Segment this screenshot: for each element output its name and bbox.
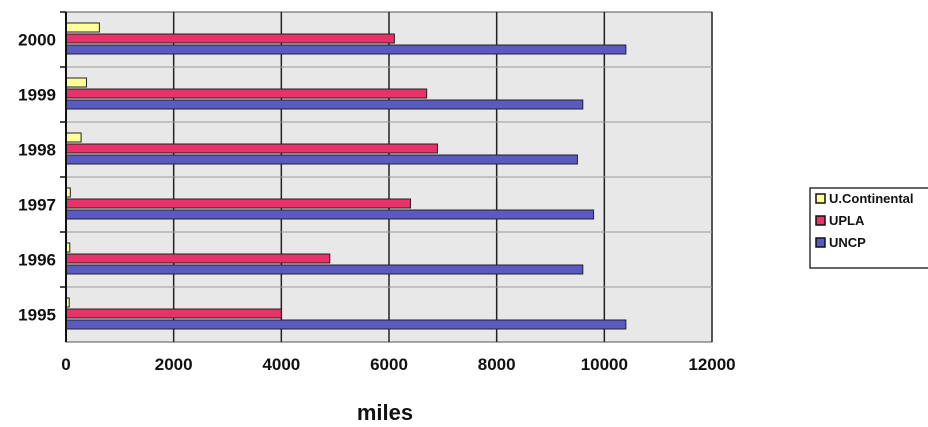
x-tick-label-12000: 12000 (688, 355, 735, 374)
y-tick-label-1997: 1997 (18, 196, 56, 215)
x-tick-label-10000: 10000 (581, 355, 628, 374)
bar-upla-1996 (65, 253, 331, 264)
bar-u-continental-2000 (65, 22, 100, 33)
bar-uncp-1995 (65, 319, 627, 330)
bar-uncp-2000 (65, 44, 627, 55)
bar-upla-1999 (65, 88, 428, 99)
legend-swatch-uncp (815, 237, 826, 248)
x-tick-labels: 0 2000 4000 6000 8000 10000 12000 (61, 355, 735, 374)
x-axis-label: miles (357, 400, 413, 425)
bar-uncp-1999 (65, 99, 584, 110)
x-tick-label-4000: 4000 (262, 355, 300, 374)
bar-u-continental-1998 (65, 132, 82, 143)
x-tick-label-0: 0 (61, 355, 70, 374)
bar-u-continental-1999 (65, 77, 87, 88)
y-tick-label-1999: 1999 (18, 86, 56, 105)
y-tick-label-1995: 1995 (18, 306, 56, 325)
x-tick-label-2000: 2000 (155, 355, 193, 374)
bar-uncp-1997 (65, 209, 595, 220)
y-tick-label-1998: 1998 (18, 141, 56, 160)
bar-upla-1997 (65, 198, 412, 209)
x-tick-label-8000: 8000 (478, 355, 516, 374)
y-tick-label-1996: 1996 (18, 251, 56, 270)
y-tick-labels: 1995 1996 1997 1998 1999 2000 (18, 11, 66, 325)
legend-label-uncp: UNCP (829, 235, 866, 250)
legend-label-u-continental: U.Continental (829, 191, 914, 206)
gridlines (66, 12, 713, 342)
y-tick-label-2000: 2000 (18, 31, 56, 50)
legend-swatch-upla (815, 215, 826, 226)
bar-uncp-1998 (65, 154, 578, 165)
x-tick-label-6000: 6000 (370, 355, 408, 374)
legend-label-upla: UPLA (829, 213, 865, 228)
bars (65, 22, 627, 330)
bar-upla-2000 (65, 33, 395, 44)
legend: U.Continental UPLA UNCP (809, 187, 928, 269)
legend-swatch-u-continental (815, 193, 826, 204)
bar-upla-1995 (65, 308, 282, 319)
bar-upla-1998 (65, 143, 438, 154)
bar-uncp-1996 (65, 264, 584, 275)
legend-box (809, 187, 928, 269)
